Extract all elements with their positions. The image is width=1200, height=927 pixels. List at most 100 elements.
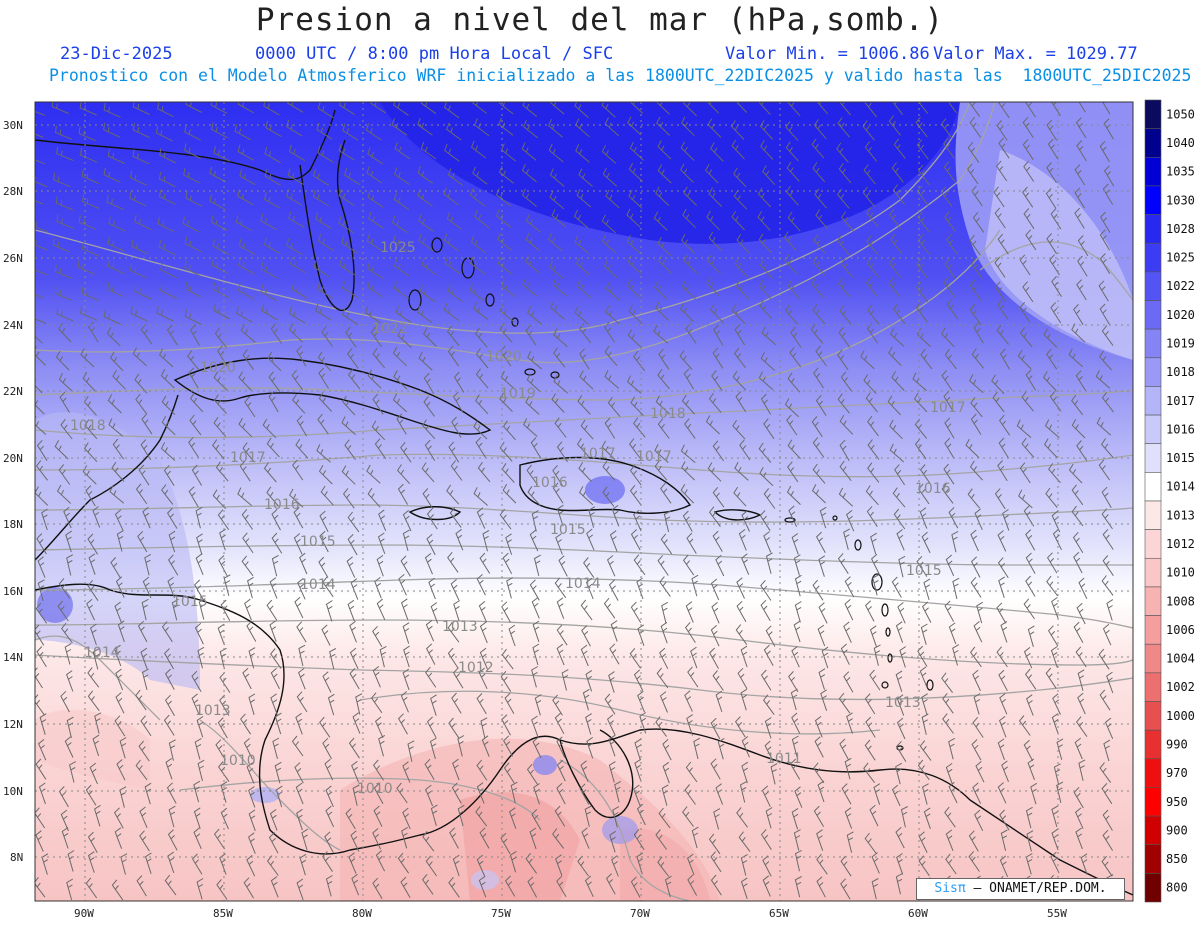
wind-barb [66, 878, 74, 901]
wind-barb [760, 579, 772, 601]
wind-barb [472, 166, 488, 185]
wind-barb [733, 167, 747, 188]
wind-barb [794, 601, 802, 623]
wind-barb [242, 532, 254, 554]
wind-barb [238, 417, 253, 438]
wind-barb [866, 207, 879, 228]
lat-label: 28N [3, 185, 23, 198]
wind-barb [1098, 280, 1109, 302]
wind-barb [1049, 254, 1060, 276]
wind-barb [347, 534, 358, 556]
wind-barb [1025, 229, 1037, 251]
wind-barb [447, 621, 460, 643]
wind-barb [525, 233, 541, 252]
wind-barb [579, 783, 590, 805]
wind-barb [132, 149, 150, 165]
wind-barb [708, 833, 721, 855]
wind-barb [469, 283, 485, 302]
wind-barb [478, 601, 488, 623]
wind-barb [367, 487, 381, 508]
wind-barb [457, 804, 465, 827]
colorbar-swatch [1144, 873, 1162, 903]
wind-barb [140, 439, 152, 461]
wind-barb [894, 464, 906, 486]
wind-barb [602, 486, 615, 507]
wind-barb [839, 738, 849, 760]
wind-barb [655, 301, 670, 321]
wind-barb [634, 738, 642, 761]
wind-barb [783, 231, 797, 252]
wind-barb [762, 855, 772, 877]
wind-barb [637, 690, 645, 713]
wind-barb [238, 371, 252, 391]
wind-barb [757, 187, 771, 208]
wind-barb [687, 874, 698, 896]
wind-barb [155, 126, 173, 142]
wind-barb [140, 323, 153, 345]
wind-barb [268, 832, 279, 854]
wind-barb [661, 601, 669, 624]
wind-barb [35, 313, 47, 324]
wind-barb [158, 189, 176, 205]
wind-barb [999, 855, 1009, 877]
wind-barb [446, 212, 463, 230]
wind-barb [114, 715, 126, 737]
wind-barb [524, 255, 540, 274]
wind-barb [605, 189, 620, 209]
lat-label: 14N [3, 651, 23, 664]
wind-barb [499, 392, 513, 413]
wind-barb [367, 369, 382, 389]
wind-barb [708, 231, 723, 252]
wind-barb [1075, 370, 1087, 392]
wind-barb [1045, 188, 1057, 209]
wind-barb [1001, 760, 1009, 782]
wind-barb [322, 576, 334, 598]
wind-barb [296, 691, 308, 713]
wind-barb [36, 533, 47, 555]
wind-barb [1099, 762, 1112, 783]
credit-text: – ONAMET/REP.DOM. [973, 881, 1107, 896]
wind-barb [740, 688, 748, 711]
wind-barb [165, 757, 173, 780]
wind-barb [972, 211, 985, 233]
wind-barb [35, 110, 46, 116]
wind-barb [89, 762, 98, 785]
wind-barb [708, 187, 723, 207]
wind-barb [606, 714, 616, 736]
wind-barb [844, 576, 855, 598]
colorbar-swatch [1144, 386, 1162, 416]
wind-barb [286, 189, 303, 206]
wind-barb [607, 396, 621, 417]
colorbar-swatch [1144, 128, 1162, 158]
wind-barb [942, 713, 954, 734]
wind-barb [761, 326, 777, 346]
wind-barb [263, 462, 277, 483]
wind-barb [608, 579, 619, 601]
map-field: 1025 1022 1020 1020 1019 1018 1018 1017 … [35, 102, 1133, 901]
wind-barb [403, 645, 410, 668]
wind-barb [604, 417, 616, 439]
wind-barb [92, 648, 100, 670]
wind-barb [736, 807, 748, 828]
wind-barb [581, 625, 591, 647]
wind-barb [629, 647, 642, 669]
wind-barb [579, 370, 594, 390]
wind-barb [712, 486, 725, 508]
wind-barb [191, 464, 203, 486]
wind-barb [605, 305, 620, 325]
wind-barb [87, 321, 99, 343]
wind-barb [134, 373, 148, 394]
wind-barb [1074, 207, 1085, 229]
wind-barb [917, 211, 930, 232]
wind-barb [946, 298, 959, 320]
wind-barb [1075, 716, 1088, 737]
wind-barb [53, 172, 71, 188]
wind-barb [473, 420, 488, 440]
wind-barb [945, 853, 957, 875]
wind-barb [270, 323, 283, 344]
wind-barb [921, 713, 929, 735]
wind-barb [352, 784, 360, 806]
wind-barb [628, 438, 641, 459]
wind-barb [839, 415, 854, 435]
wind-barb [430, 602, 439, 624]
